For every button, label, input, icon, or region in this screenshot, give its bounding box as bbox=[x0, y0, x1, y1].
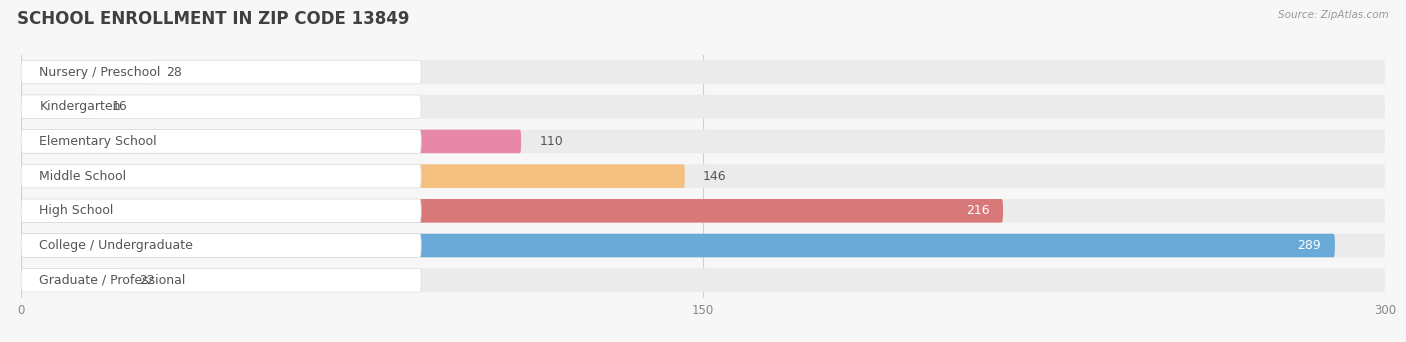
Text: 22: 22 bbox=[139, 274, 155, 287]
FancyBboxPatch shape bbox=[21, 95, 422, 119]
FancyBboxPatch shape bbox=[21, 268, 121, 292]
Text: SCHOOL ENROLLMENT IN ZIP CODE 13849: SCHOOL ENROLLMENT IN ZIP CODE 13849 bbox=[17, 10, 409, 28]
Text: 146: 146 bbox=[703, 170, 727, 183]
FancyBboxPatch shape bbox=[21, 234, 422, 257]
FancyBboxPatch shape bbox=[21, 234, 1334, 257]
Text: Middle School: Middle School bbox=[39, 170, 127, 183]
Text: High School: High School bbox=[39, 204, 114, 217]
FancyBboxPatch shape bbox=[21, 95, 94, 119]
FancyBboxPatch shape bbox=[21, 165, 1385, 188]
FancyBboxPatch shape bbox=[21, 60, 422, 84]
FancyBboxPatch shape bbox=[21, 95, 1385, 119]
FancyBboxPatch shape bbox=[21, 165, 422, 188]
FancyBboxPatch shape bbox=[21, 199, 422, 223]
Text: Source: ZipAtlas.com: Source: ZipAtlas.com bbox=[1278, 10, 1389, 20]
FancyBboxPatch shape bbox=[21, 268, 422, 292]
FancyBboxPatch shape bbox=[21, 60, 149, 84]
FancyBboxPatch shape bbox=[21, 60, 1385, 84]
FancyBboxPatch shape bbox=[21, 130, 422, 153]
Text: 28: 28 bbox=[166, 66, 183, 79]
FancyBboxPatch shape bbox=[21, 199, 1002, 223]
Text: Kindergarten: Kindergarten bbox=[39, 100, 121, 113]
Text: 110: 110 bbox=[540, 135, 562, 148]
FancyBboxPatch shape bbox=[21, 234, 1385, 257]
Text: Nursery / Preschool: Nursery / Preschool bbox=[39, 66, 160, 79]
Text: Graduate / Professional: Graduate / Professional bbox=[39, 274, 186, 287]
FancyBboxPatch shape bbox=[21, 130, 522, 153]
Text: 216: 216 bbox=[966, 204, 990, 217]
Text: 289: 289 bbox=[1298, 239, 1322, 252]
Text: Elementary School: Elementary School bbox=[39, 135, 157, 148]
FancyBboxPatch shape bbox=[21, 199, 1385, 223]
FancyBboxPatch shape bbox=[21, 268, 1385, 292]
Text: 16: 16 bbox=[112, 100, 128, 113]
FancyBboxPatch shape bbox=[21, 130, 1385, 153]
FancyBboxPatch shape bbox=[21, 165, 685, 188]
Text: College / Undergraduate: College / Undergraduate bbox=[39, 239, 193, 252]
